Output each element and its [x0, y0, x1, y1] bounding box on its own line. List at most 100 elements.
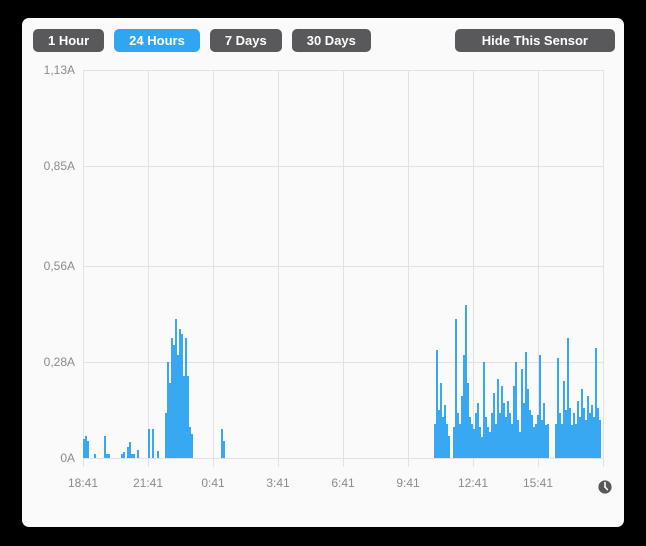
- data-bar: [475, 413, 477, 458]
- data-bar: [221, 428, 224, 458]
- data-bar: [170, 337, 173, 458]
- gridline-vertical: [473, 70, 474, 467]
- data-bar: [439, 382, 442, 458]
- y-tick-label: 0,85A: [43, 159, 75, 173]
- data-bar: [512, 385, 515, 458]
- data-bar: [545, 425, 547, 458]
- data-bar: [585, 420, 588, 458]
- data-bar: [174, 318, 177, 458]
- data-bar: [527, 389, 529, 458]
- data-bar: [566, 337, 569, 458]
- data-bar: [105, 453, 108, 458]
- data-bar: [85, 435, 87, 458]
- data-bar: [597, 408, 599, 458]
- data-bar: [128, 442, 131, 458]
- data-bar: [223, 440, 225, 458]
- data-bar: [93, 453, 96, 458]
- clock-icon: [597, 479, 613, 495]
- data-bar: [579, 416, 581, 458]
- data-bar: [447, 435, 450, 458]
- data-bar: [582, 408, 585, 458]
- data-bar: [434, 423, 437, 458]
- data-bar: [442, 416, 445, 458]
- data-bar: [488, 432, 491, 458]
- data-bar: [478, 427, 481, 458]
- data-bar: [157, 451, 159, 458]
- data-bar: [569, 408, 572, 458]
- data-bar: [164, 413, 167, 458]
- data-bar: [543, 403, 546, 458]
- data-bar: [595, 348, 598, 458]
- data-bar: [514, 361, 517, 458]
- data-bar: [511, 423, 513, 458]
- data-bar: [521, 368, 523, 458]
- data-bar: [469, 416, 471, 458]
- data-bar: [495, 423, 497, 458]
- data-bar: [592, 416, 595, 458]
- data-bar: [176, 355, 179, 458]
- data-bar: [103, 435, 106, 458]
- hide-sensor-button[interactable]: Hide This Sensor: [454, 29, 615, 52]
- data-bar: [180, 334, 183, 458]
- x-tick-label: 12:41: [457, 476, 489, 490]
- range-button-30-days[interactable]: 30 Days: [291, 29, 371, 52]
- data-bar: [504, 416, 507, 458]
- data-bar: [491, 413, 494, 458]
- y-tick-label: 0,28A: [43, 355, 75, 369]
- data-bar: [184, 337, 187, 458]
- data-bar: [444, 404, 447, 458]
- y-tick-label: 0A: [60, 451, 75, 465]
- data-bar: [571, 425, 573, 458]
- gridline-horizontal: [83, 362, 603, 363]
- data-bar: [555, 423, 557, 458]
- data-bar: [537, 415, 539, 458]
- gridline-horizontal: [83, 458, 603, 459]
- data-bar: [509, 413, 512, 458]
- x-tick-label: 18:41: [67, 476, 99, 490]
- data-bar: [190, 434, 193, 458]
- gridline-horizontal: [83, 266, 603, 267]
- data-bar: [457, 413, 459, 458]
- data-bar: [83, 439, 86, 458]
- data-bar: [530, 415, 533, 458]
- data-bar: [589, 413, 591, 458]
- data-bar: [123, 451, 125, 458]
- data-bar: [587, 396, 589, 458]
- toolbar: 1 Hour 24 Hours 7 Days 30 Days Hide This…: [22, 29, 624, 52]
- data-bar: [130, 453, 133, 458]
- gridline-vertical: [83, 70, 84, 467]
- data-bar: [561, 423, 564, 458]
- data-bar: [540, 420, 543, 458]
- data-bar: [132, 453, 135, 458]
- data-bar: [182, 375, 185, 458]
- range-button-1-hour[interactable]: 1 Hour: [33, 29, 105, 52]
- data-bar: [507, 401, 510, 458]
- gridline-vertical: [278, 70, 279, 467]
- data-bar: [573, 413, 575, 458]
- data-bar: [147, 428, 150, 458]
- data-bar: [483, 361, 486, 458]
- data-bar: [535, 423, 538, 458]
- x-tick-label: 21:41: [132, 476, 164, 490]
- range-button-24-hours[interactable]: 24 Hours: [114, 29, 200, 52]
- data-bar: [563, 380, 565, 458]
- x-tick-label: 3:41: [266, 476, 290, 490]
- data-bar: [556, 358, 559, 458]
- data-bar: [581, 389, 583, 458]
- data-bar: [126, 447, 129, 458]
- data-bar: [529, 409, 531, 458]
- data-bar: [577, 401, 580, 458]
- data-bar: [547, 423, 549, 458]
- range-button-7-days[interactable]: 7 Days: [209, 29, 282, 52]
- data-bar: [166, 361, 169, 458]
- data-bar: [525, 351, 528, 458]
- data-bar: [590, 404, 593, 458]
- gridline-horizontal: [83, 70, 603, 71]
- sensor-chart-window: 1 Hour 24 Hours 7 Days 30 Days Hide This…: [22, 18, 624, 527]
- data-bar: [496, 379, 499, 458]
- data-bar: [459, 423, 461, 458]
- data-bar: [499, 413, 502, 458]
- data-bar: [501, 385, 503, 458]
- data-bar: [470, 423, 473, 458]
